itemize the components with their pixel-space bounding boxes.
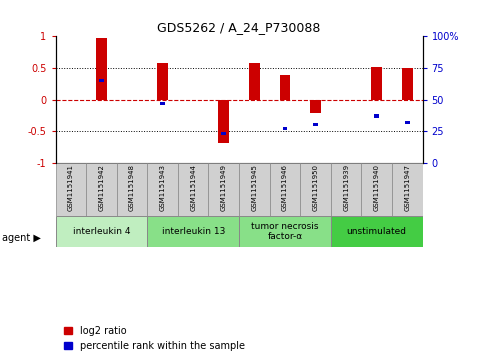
Text: GSM1151941: GSM1151941 [68, 164, 74, 211]
Text: unstimulated: unstimulated [347, 227, 407, 236]
Text: GSM1151948: GSM1151948 [129, 164, 135, 211]
Legend: log2 ratio, percentile rank within the sample: log2 ratio, percentile rank within the s… [60, 322, 249, 355]
Text: GSM1151947: GSM1151947 [404, 164, 411, 211]
FancyBboxPatch shape [86, 163, 117, 216]
FancyBboxPatch shape [147, 216, 239, 247]
Bar [283, 127, 287, 130]
FancyBboxPatch shape [270, 163, 300, 216]
FancyBboxPatch shape [361, 163, 392, 216]
FancyBboxPatch shape [331, 163, 361, 216]
Text: tumor necrosis
factor-α: tumor necrosis factor-α [251, 222, 319, 241]
Text: GSM1151945: GSM1151945 [251, 164, 257, 211]
FancyBboxPatch shape [209, 163, 239, 216]
Bar [160, 102, 165, 105]
Text: GSM1151950: GSM1151950 [313, 164, 319, 211]
Text: GSM1151949: GSM1151949 [221, 164, 227, 211]
FancyBboxPatch shape [178, 163, 209, 216]
FancyBboxPatch shape [239, 163, 270, 216]
Bar [96, 38, 107, 99]
FancyBboxPatch shape [56, 216, 147, 247]
FancyBboxPatch shape [117, 163, 147, 216]
Bar [374, 114, 379, 118]
Text: GSM1151946: GSM1151946 [282, 164, 288, 211]
FancyBboxPatch shape [392, 163, 423, 216]
Bar [405, 121, 410, 124]
Text: interleukin 4: interleukin 4 [72, 227, 130, 236]
Bar [371, 67, 382, 99]
Title: GDS5262 / A_24_P730088: GDS5262 / A_24_P730088 [157, 21, 321, 34]
Text: GSM1151940: GSM1151940 [374, 164, 380, 211]
Text: GSM1151944: GSM1151944 [190, 164, 196, 211]
Bar [402, 68, 412, 99]
FancyBboxPatch shape [147, 163, 178, 216]
Bar [218, 99, 229, 143]
FancyBboxPatch shape [300, 163, 331, 216]
Bar [99, 79, 104, 82]
Bar [157, 64, 168, 99]
Bar [310, 99, 321, 113]
Bar [249, 63, 260, 99]
Text: GSM1151942: GSM1151942 [99, 164, 104, 211]
Text: agent ▶: agent ▶ [2, 233, 41, 243]
Text: GSM1151943: GSM1151943 [159, 164, 166, 211]
Text: interleukin 13: interleukin 13 [161, 227, 225, 236]
Bar [313, 123, 318, 126]
Bar [280, 76, 290, 99]
FancyBboxPatch shape [56, 163, 86, 216]
Bar [222, 132, 226, 135]
FancyBboxPatch shape [239, 216, 331, 247]
Text: GSM1151939: GSM1151939 [343, 164, 349, 212]
FancyBboxPatch shape [331, 216, 423, 247]
